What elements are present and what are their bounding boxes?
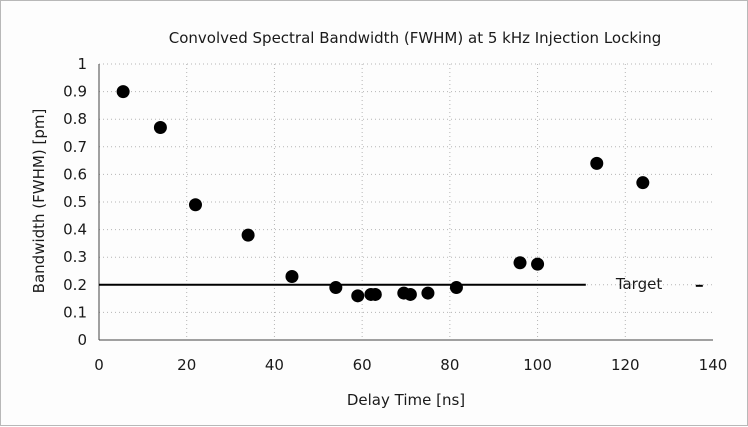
data-point: [513, 256, 527, 270]
y-tick-label: 0.1: [63, 303, 87, 321]
x-tick-label: 100: [523, 356, 552, 374]
x-tick-label: 40: [265, 356, 284, 374]
data-point: [403, 287, 417, 301]
x-tick-label: 0: [94, 356, 104, 374]
y-tick-label: 0.2: [63, 276, 87, 294]
data-point: [285, 270, 299, 284]
y-tick-label: 0.8: [63, 110, 87, 128]
chart-title: Convolved Spectral Bandwidth (FWHM) at 5…: [169, 29, 661, 47]
axes-layer: [98, 64, 713, 341]
data-point: [153, 120, 167, 134]
y-tick-label: 0.7: [63, 138, 87, 156]
data-point: [188, 198, 202, 212]
data-point: [636, 176, 650, 190]
y-tick-label: 0.5: [63, 193, 87, 211]
y-axis-label: Bandwidth (FWHM) [pm]: [30, 109, 48, 294]
x-tick-label: 120: [611, 356, 640, 374]
tick-labels: 0 0.1 0.2 0.3 0.4 0.5 0.6 0.7 0.8 0.9 1 0 20 40 60 80 10…: [63, 55, 727, 374]
reference-layer: Target: [99, 275, 703, 293]
x-tick-label: 140: [699, 356, 728, 374]
data-point: [329, 281, 343, 295]
x-axis-label: Delay Time [ns]: [347, 391, 465, 409]
x-tick-label: 80: [440, 356, 459, 374]
data-point: [449, 281, 463, 295]
data-point: [351, 289, 365, 303]
y-tick-label: 1: [77, 55, 87, 73]
x-tick-label: 20: [177, 356, 196, 374]
y-tick-label: 0.6: [63, 165, 87, 183]
target-label: Target: [615, 275, 663, 293]
data-point: [368, 287, 382, 301]
y-tick-label: 0.4: [63, 221, 87, 239]
y-tick-label: 0: [77, 331, 87, 349]
data-point: [421, 286, 435, 300]
data-points: [116, 85, 650, 303]
y-tick-label: 0.9: [63, 83, 87, 101]
x-tick-label: 60: [353, 356, 372, 374]
y-tick-label: 0.3: [63, 248, 87, 266]
data-point: [241, 228, 255, 242]
data-point: [531, 257, 545, 271]
data-point: [590, 156, 604, 170]
data-point: [116, 85, 130, 99]
